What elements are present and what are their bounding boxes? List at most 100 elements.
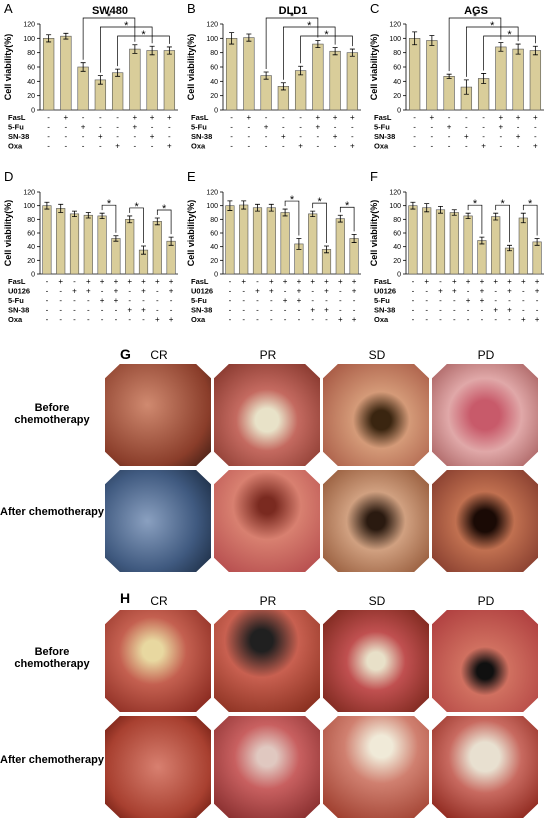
treatment-sign: - <box>65 132 68 141</box>
treatment-sign: - <box>494 296 497 305</box>
error-bar <box>429 35 435 46</box>
significance-bracket <box>284 200 300 236</box>
treatment-sign: - <box>115 315 118 324</box>
y-tick-label: 0 <box>397 272 401 279</box>
treatment-sign: - <box>142 296 145 305</box>
bar <box>166 240 176 275</box>
treatment-sign: + <box>86 287 91 296</box>
bar <box>529 50 542 111</box>
bar <box>477 240 487 275</box>
treatment-sign: - <box>467 306 470 315</box>
y-tick-label: 120 <box>23 22 35 29</box>
significance-label: * <box>290 194 295 206</box>
error-bar <box>168 236 174 246</box>
bar <box>443 76 455 111</box>
significance-label: * <box>162 203 167 215</box>
significance-bracket <box>467 204 483 235</box>
treatment-sign: - <box>536 296 539 305</box>
y-axis-label: Cell viability(%) <box>369 200 379 267</box>
treatment-sign: - <box>87 315 90 324</box>
treatment-sign: - <box>299 123 302 132</box>
treatment-sign: - <box>170 296 173 305</box>
treatment-sign: - <box>453 315 456 324</box>
treatment-sign: + <box>114 287 119 296</box>
error-bar <box>141 245 146 255</box>
treatment-sign: - <box>353 306 356 315</box>
bar <box>260 75 272 111</box>
endoscopy-image <box>214 716 320 818</box>
treatment-sign: + <box>452 287 457 296</box>
bar <box>495 46 507 111</box>
treatment-sign: - <box>453 296 456 305</box>
treatment-sign: - <box>73 306 76 315</box>
treatment-sign: - <box>229 306 232 315</box>
treatment-sign: - <box>46 277 49 286</box>
treatment-sign: + <box>169 287 174 296</box>
treatment-sign: - <box>170 306 173 315</box>
treatment-sign: - <box>47 113 50 122</box>
treatment-sign: + <box>352 315 357 324</box>
endoscopy-image <box>432 364 538 466</box>
treatment-sign: - <box>46 315 49 324</box>
treatment-sign: - <box>325 315 328 324</box>
treatment-sign: - <box>248 142 251 151</box>
treatment-sign: + <box>64 113 69 122</box>
treatment-sign: - <box>284 287 287 296</box>
bar <box>280 212 290 275</box>
treatment-sign: + <box>507 287 512 296</box>
error-bar <box>263 71 269 80</box>
significance-bracket <box>100 26 153 73</box>
y-axis-label: Cell viability(%) <box>3 34 13 101</box>
row-label: U0126 <box>191 287 213 296</box>
bar <box>83 214 93 275</box>
significance-label: * <box>134 201 139 213</box>
row-label: 5-Fu <box>191 123 207 132</box>
bar <box>69 213 80 275</box>
treatment-sign: - <box>508 315 511 324</box>
error-bar <box>493 212 499 221</box>
treatment-sign: - <box>59 306 62 315</box>
error-bar <box>351 233 357 243</box>
treatment-sign: + <box>338 315 343 324</box>
treatment-sign: + <box>283 277 288 286</box>
treatment-sign: + <box>298 142 303 151</box>
significance-bracket <box>156 209 172 235</box>
row-label: 5-Fu <box>191 296 207 305</box>
error-bar <box>481 73 487 84</box>
y-tick-label: 100 <box>23 203 35 210</box>
y-tick-label: 20 <box>393 93 401 100</box>
row-label: SN-38 <box>191 132 212 141</box>
row-label: U0126 <box>8 287 30 296</box>
significance-label: * <box>473 11 478 23</box>
significance-bracket <box>117 35 170 67</box>
significance-label: * <box>290 11 295 23</box>
treatment-sign: + <box>297 296 302 305</box>
treatment-sign: + <box>466 296 471 305</box>
treatment-sign: - <box>134 142 137 151</box>
treatment-sign: + <box>430 113 435 122</box>
treatment-sign: + <box>81 123 86 132</box>
treatment-sign: + <box>535 315 540 324</box>
treatment-sign: - <box>65 142 68 151</box>
bar <box>408 205 418 275</box>
significance-label: * <box>528 198 533 210</box>
treatment-sign: - <box>339 296 342 305</box>
treatment-sign: - <box>142 315 145 324</box>
treatment-sign: + <box>493 277 498 286</box>
significance-label: * <box>124 20 129 32</box>
treatment-sign: - <box>481 306 484 315</box>
treatment-sign: - <box>47 132 50 141</box>
row-label: FasL <box>374 113 392 122</box>
treatment-sign: - <box>230 132 233 141</box>
error-bar <box>58 203 64 213</box>
y-axis-label: Cell viability(%) <box>3 200 13 267</box>
treatment-sign: + <box>133 113 138 122</box>
y-tick-label: 60 <box>393 231 401 238</box>
row-label: Oxa <box>374 142 389 151</box>
row-label: SN-38 <box>191 306 212 315</box>
column-label: CR <box>150 348 168 362</box>
row-label: U0126 <box>374 287 396 296</box>
treatment-sign: + <box>115 142 120 151</box>
error-bar <box>229 32 235 45</box>
treatment-sign: - <box>87 296 90 305</box>
